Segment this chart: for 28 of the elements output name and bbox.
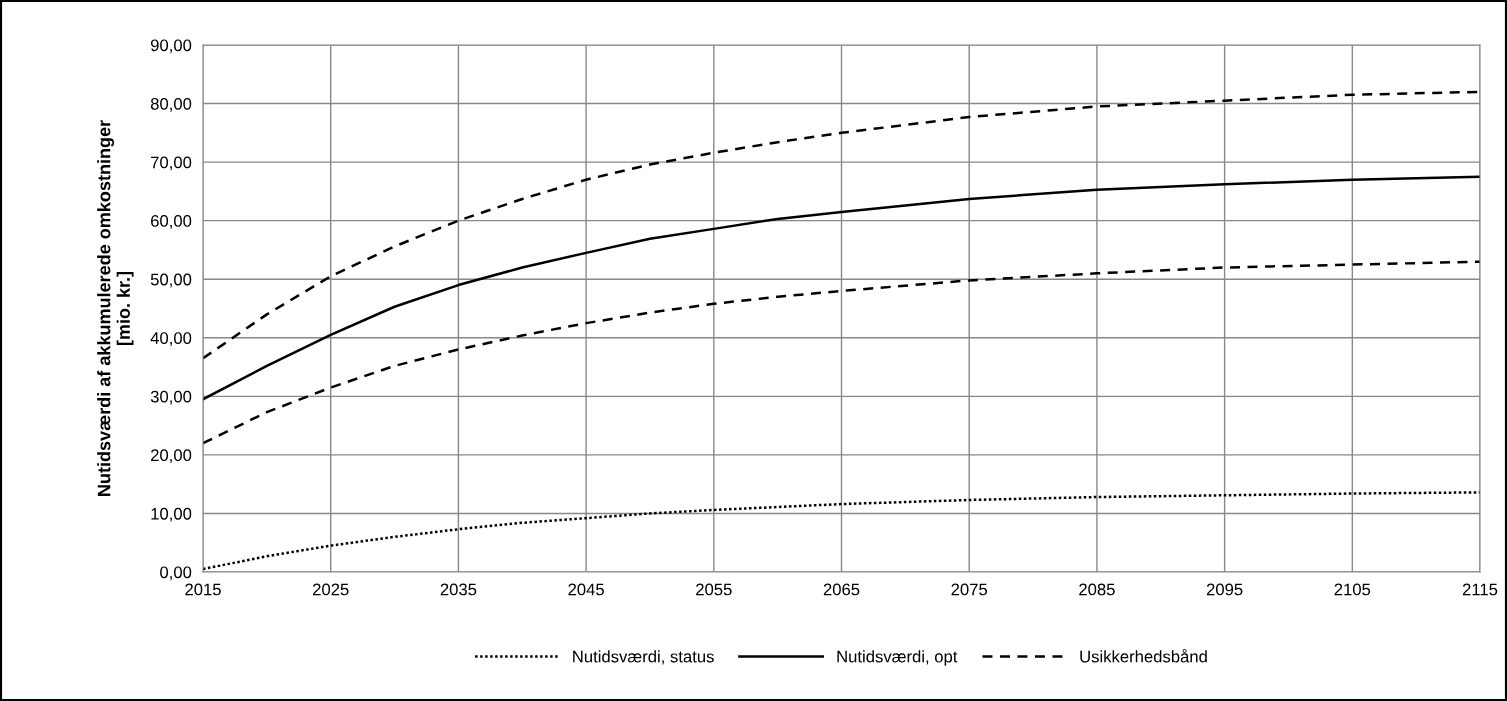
- x-tick-label: 2085: [1079, 583, 1115, 596]
- x-tick-label: 2015: [185, 583, 221, 596]
- y-tick-label: 70,00: [151, 156, 192, 171]
- y-tick-label: 10,00: [151, 507, 192, 522]
- x-tick-label: 2095: [1206, 583, 1243, 596]
- x-tick-label: 2065: [823, 583, 860, 596]
- x-tick-label: 2025: [313, 583, 349, 596]
- y-tick-label: 60,00: [151, 215, 192, 229]
- y-tick-label: 0,00: [160, 566, 192, 581]
- y-tick-label: 30,00: [150, 390, 192, 405]
- legend-label: Usikkerhedsbånd: [1080, 648, 1207, 663]
- y-axis-title: Nutidsværdi af akkumulerede omkostninger [mio. kr.]: [97, 120, 134, 496]
- x-tick-label: 2075: [951, 583, 988, 596]
- x-tick-label: 2045: [568, 583, 604, 596]
- x-tick-label: 2055: [696, 583, 732, 596]
- x-tick-label: 2105: [1334, 583, 1371, 596]
- y-tick-label: 20,00: [151, 449, 192, 464]
- y-tick-label: 90,00: [150, 39, 192, 54]
- line-series: [203, 175, 1480, 401]
- y-tick-label: 80,00: [150, 97, 192, 112]
- x-tick-label: 2035: [440, 583, 477, 596]
- y-tick-label: 50,00: [150, 273, 192, 288]
- legend-label: Nutidsværdi, status: [573, 650, 714, 665]
- y-tick-label: 40,00: [150, 332, 192, 346]
- line-series: [203, 90, 1480, 360]
- line-series: [203, 260, 1480, 445]
- legend-label: Nutidsværdi, opt: [837, 650, 958, 666]
- x-tick-label: 2115: [1462, 583, 1498, 596]
